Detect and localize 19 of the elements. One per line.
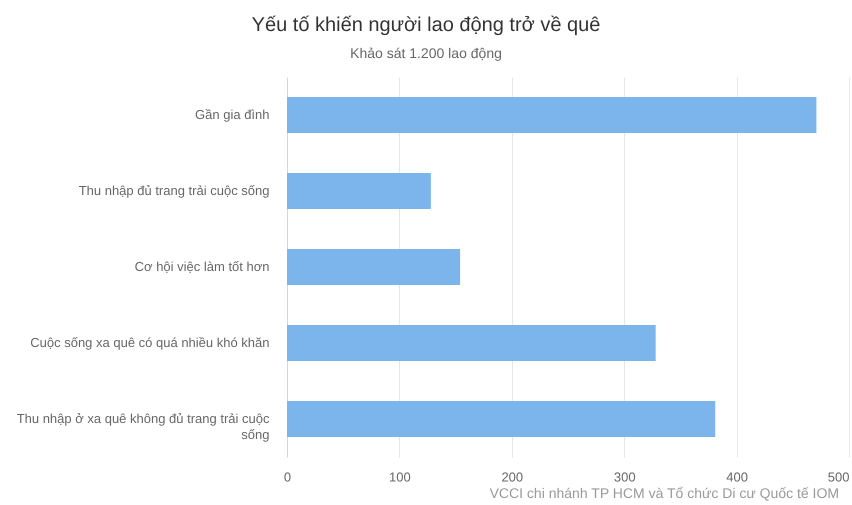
x-tick-label: 400: [726, 470, 748, 484]
bar: [287, 248, 460, 286]
y-tick-label: Gần gia đình: [195, 107, 270, 122]
bar: [287, 172, 431, 210]
y-tick-label: Cơ hội việc làm tốt hơn: [134, 259, 270, 274]
text: VCCI chi nhánh TP HCM và Tổ chức Di cư Quốc tế IOM: [490, 485, 839, 501]
chart-title: Yếu tố khiến người lao động trở về quê: [252, 14, 600, 36]
y-tick-label: Thu nhập đủ trang trải cuộc sống: [78, 183, 270, 198]
bar: [287, 96, 816, 134]
x-tick-label: 300: [614, 470, 636, 484]
x-tick-label: 200: [501, 470, 524, 484]
y-tick-label: Thu nhập ở xa quê không đủ trang trải cuộc sống: [16, 411, 270, 442]
y-tick-label: Cuộc sống xa quê có quá nhiều khó khăn: [30, 335, 270, 350]
bar: [287, 324, 656, 362]
x-tick-label: 500: [828, 470, 850, 484]
x-tick-label: 100: [389, 470, 411, 484]
x-tick-label: 0: [284, 470, 292, 484]
bar: [287, 400, 716, 438]
chart-subtitle: Khảo sát 1.200 lao động: [350, 45, 502, 61]
